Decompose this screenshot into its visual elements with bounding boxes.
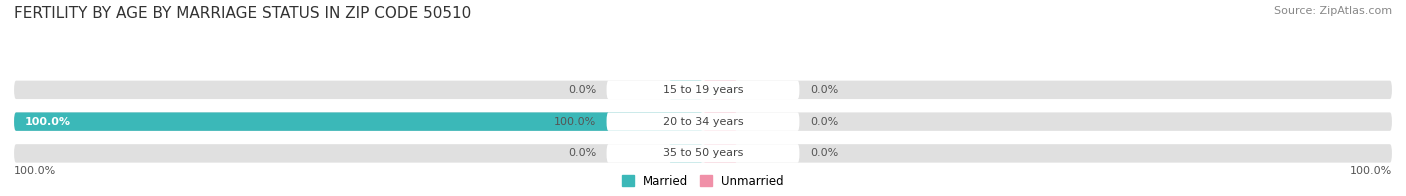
FancyBboxPatch shape [703,81,738,99]
Text: 15 to 19 years: 15 to 19 years [662,85,744,95]
Text: 0.0%: 0.0% [568,85,596,95]
FancyBboxPatch shape [669,144,703,163]
Text: 0.0%: 0.0% [810,117,838,127]
FancyBboxPatch shape [14,81,1392,99]
Text: 0.0%: 0.0% [810,148,838,158]
Text: 100.0%: 100.0% [24,117,70,127]
Text: 20 to 34 years: 20 to 34 years [662,117,744,127]
FancyBboxPatch shape [606,113,800,131]
Legend: Married, Unmarried: Married, Unmarried [621,175,785,188]
Text: FERTILITY BY AGE BY MARRIAGE STATUS IN ZIP CODE 50510: FERTILITY BY AGE BY MARRIAGE STATUS IN Z… [14,6,471,21]
Text: 100.0%: 100.0% [14,166,56,176]
FancyBboxPatch shape [606,81,800,99]
Text: 0.0%: 0.0% [568,148,596,158]
FancyBboxPatch shape [703,113,738,131]
Text: 0.0%: 0.0% [810,85,838,95]
Text: 35 to 50 years: 35 to 50 years [662,148,744,158]
Text: 100.0%: 100.0% [1350,166,1392,176]
FancyBboxPatch shape [14,113,703,131]
FancyBboxPatch shape [14,113,1392,131]
Text: 100.0%: 100.0% [554,117,596,127]
FancyBboxPatch shape [669,81,703,99]
FancyBboxPatch shape [14,144,1392,163]
FancyBboxPatch shape [703,144,738,163]
FancyBboxPatch shape [606,144,800,163]
Text: Source: ZipAtlas.com: Source: ZipAtlas.com [1274,6,1392,16]
